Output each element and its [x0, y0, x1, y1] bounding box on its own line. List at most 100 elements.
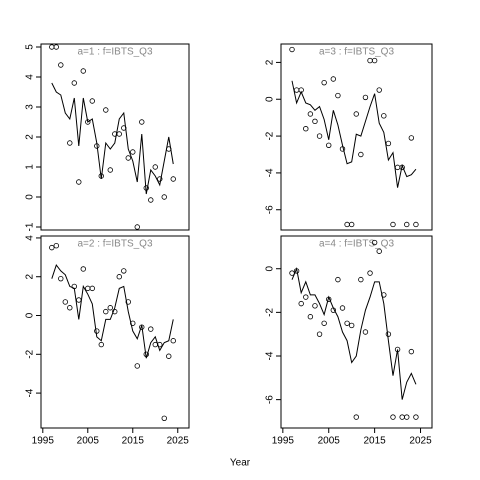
data-point	[381, 113, 387, 119]
data-point	[134, 363, 140, 369]
data-point	[80, 68, 86, 74]
data-point	[103, 107, 109, 113]
data-point	[362, 329, 369, 335]
y-tick-label: 5	[25, 44, 36, 50]
data-point	[390, 221, 396, 228]
data-point	[404, 221, 410, 228]
data-point	[376, 248, 382, 254]
data-point	[298, 300, 304, 307]
data-point	[139, 119, 145, 125]
y-tick-label: 4	[25, 74, 36, 80]
y-tick-label: 3	[25, 104, 36, 110]
y-tick-label: -4	[265, 168, 276, 177]
data-point	[353, 111, 359, 117]
data-point	[367, 270, 373, 276]
data-point	[335, 276, 341, 283]
y-tick-label: 0	[25, 194, 36, 200]
data-point	[335, 92, 341, 99]
data-point	[157, 176, 163, 182]
data-point	[413, 221, 419, 228]
data-point	[353, 414, 359, 420]
data-point	[71, 80, 77, 86]
x-tick-label: 2025	[167, 436, 190, 447]
data-point	[148, 326, 154, 332]
data-point	[404, 414, 410, 420]
data-point	[166, 353, 172, 359]
plot-frame	[280, 43, 433, 231]
data-point	[344, 320, 350, 326]
panel: a=3 : f=IBTS_Q3 -6 -4 -2 0 2	[265, 43, 433, 231]
y-tick-label: 4	[25, 235, 36, 241]
data-point	[89, 285, 95, 292]
data-point	[385, 331, 392, 337]
plot-frame	[280, 235, 433, 429]
data-line	[51, 264, 174, 359]
data-point	[170, 338, 176, 344]
data-point	[408, 348, 415, 355]
panel-title: a=1 : f=IBTS_Q3	[77, 47, 152, 58]
data-point	[358, 276, 364, 283]
data-point	[152, 164, 158, 170]
data-point	[49, 244, 55, 251]
y-tick-label: 2	[265, 59, 276, 65]
data-point	[321, 79, 327, 86]
data-point	[170, 176, 176, 182]
y-tick-label: 2	[25, 134, 36, 140]
data-point	[58, 275, 64, 282]
data-point	[62, 299, 68, 305]
data-point	[362, 94, 369, 101]
panel: a=4 : f=IBTS_Q3 -6 -4 -2 0 1995 2005 2015 2025	[265, 235, 433, 447]
data-point	[312, 303, 318, 309]
data-point	[125, 155, 131, 161]
y-tick-label: -2	[265, 307, 276, 316]
x-tick-label: 2025	[409, 436, 432, 447]
y-tick-label: -1	[25, 222, 36, 231]
y-tick-label: -2	[25, 349, 36, 358]
data-point	[125, 299, 131, 305]
y-tick-label: 2	[25, 274, 36, 280]
y-tick-label: 0	[25, 312, 36, 318]
data-point	[107, 167, 113, 173]
data-point	[303, 126, 309, 132]
data-point	[67, 140, 73, 146]
y-tick-label: 1	[25, 164, 36, 170]
data-point	[53, 44, 59, 50]
data-point	[116, 131, 122, 137]
x-tick-label: 2015	[122, 436, 145, 447]
y-tick-label: 0	[265, 96, 276, 102]
x-tick-label: 1995	[272, 436, 295, 447]
data-point	[103, 308, 109, 315]
data-point	[348, 221, 355, 228]
data-point	[121, 268, 127, 274]
data-point	[307, 314, 314, 320]
data-point	[390, 414, 396, 420]
data-point	[53, 242, 59, 249]
panel-title: a=2 : f=IBTS_Q3	[77, 239, 152, 250]
data-point	[358, 151, 364, 158]
data-point	[116, 274, 122, 280]
data-point	[371, 57, 378, 64]
data-point	[112, 308, 118, 315]
data-point	[130, 149, 136, 155]
data-point	[76, 179, 82, 185]
panel: a=2 : f=IBTS_Q3 -4 -2 0 2 4 1995 2005 2015 2025	[25, 235, 190, 447]
data-point	[413, 414, 419, 420]
x-axis-label: Year	[230, 458, 251, 469]
y-tick-label: 0	[265, 266, 276, 272]
data-line	[291, 267, 417, 400]
data-point	[316, 133, 323, 139]
panel-title: a=3 : f=IBTS_Q3	[319, 47, 394, 58]
data-point	[58, 62, 64, 68]
data-point	[321, 320, 327, 326]
data-point	[89, 98, 95, 104]
data-point	[161, 194, 167, 200]
x-tick-label: 1995	[32, 436, 55, 447]
data-point	[376, 87, 382, 93]
data-point	[161, 415, 167, 422]
y-tick-label: -2	[265, 131, 276, 140]
data-point	[148, 197, 154, 203]
data-point	[134, 224, 140, 230]
data-line	[51, 82, 174, 195]
